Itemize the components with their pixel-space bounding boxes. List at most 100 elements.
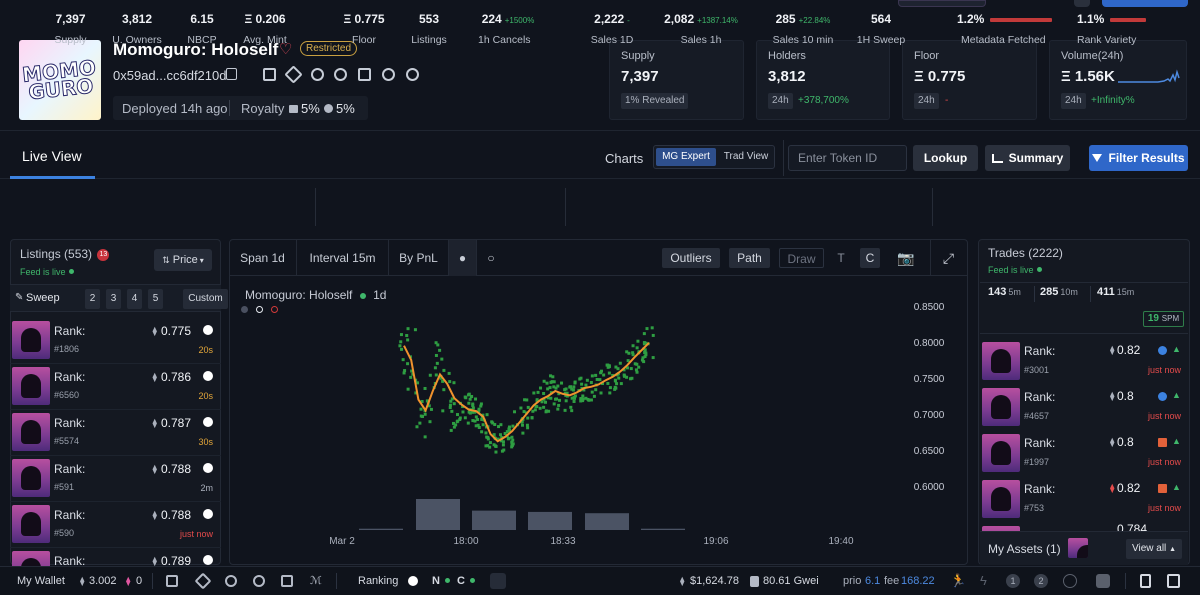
sale-point[interactable] xyxy=(450,409,454,413)
listing-row[interactable]: Rank: #6560 ⧫ 0.786 20s xyxy=(10,364,221,410)
sale-point[interactable] xyxy=(563,408,567,412)
sale-point[interactable] xyxy=(485,413,489,417)
sale-point[interactable] xyxy=(536,390,540,394)
sale-point[interactable] xyxy=(493,423,497,427)
wallet-label[interactable]: My Wallet xyxy=(17,575,65,587)
sale-point[interactable] xyxy=(548,386,552,390)
sale-point[interactable] xyxy=(406,362,410,366)
sale-point[interactable] xyxy=(572,399,576,403)
sale-point[interactable] xyxy=(525,423,529,427)
blur-icon[interactable] xyxy=(358,68,371,81)
sale-point[interactable] xyxy=(584,383,588,387)
connect-button[interactable] xyxy=(1102,0,1188,7)
sale-point[interactable] xyxy=(500,449,504,453)
sale-point[interactable] xyxy=(607,365,611,369)
sale-point[interactable] xyxy=(505,430,509,434)
sale-point[interactable] xyxy=(589,398,593,402)
sale-point[interactable] xyxy=(401,358,405,362)
sale-point[interactable] xyxy=(488,445,492,449)
t-toggle[interactable]: T xyxy=(837,251,845,265)
sale-point[interactable] xyxy=(442,368,446,372)
sale-point[interactable] xyxy=(486,444,490,448)
sale-point[interactable] xyxy=(399,333,403,337)
sale-point[interactable] xyxy=(595,378,599,382)
sale-point[interactable] xyxy=(581,394,585,398)
trade-row[interactable]: Rank: #1997 ⧫ 0.8 ▲ just now xyxy=(980,432,1188,478)
opensea-icon[interactable] xyxy=(263,68,276,81)
sale-point[interactable] xyxy=(503,431,507,435)
sale-point[interactable] xyxy=(611,373,615,377)
sale-point[interactable] xyxy=(564,399,568,403)
sale-point[interactable] xyxy=(484,444,488,448)
sale-point[interactable] xyxy=(405,334,409,338)
camera-icon[interactable]: 📷 xyxy=(897,250,915,266)
sudo-icon[interactable]: ℳ xyxy=(310,575,322,587)
sale-point[interactable] xyxy=(419,407,423,411)
sale-point[interactable] xyxy=(454,423,458,427)
sale-point[interactable] xyxy=(486,437,490,441)
lookup-button[interactable]: Lookup xyxy=(913,145,978,171)
sale-point[interactable] xyxy=(602,373,606,377)
sale-point[interactable] xyxy=(633,362,637,366)
legend-dot-gray[interactable] xyxy=(241,306,248,313)
sale-point[interactable] xyxy=(631,351,635,355)
sale-point[interactable] xyxy=(546,387,550,391)
diamond-icon[interactable] xyxy=(194,572,212,590)
sale-point[interactable] xyxy=(642,332,646,336)
sale-point[interactable] xyxy=(468,411,472,415)
sale-point[interactable] xyxy=(635,370,639,374)
discord-icon[interactable] xyxy=(406,68,419,81)
sale-point[interactable] xyxy=(526,416,530,420)
sale-point[interactable] xyxy=(651,356,655,360)
sale-point[interactable] xyxy=(572,395,576,399)
sale-point[interactable] xyxy=(651,333,655,337)
sale-point[interactable] xyxy=(474,415,478,419)
sale-point[interactable] xyxy=(409,375,413,379)
fee-value[interactable]: 168.22 xyxy=(901,575,935,587)
settings-icon[interactable] xyxy=(1063,574,1077,588)
grid-icon[interactable] xyxy=(1167,574,1180,588)
sale-point[interactable] xyxy=(556,384,560,388)
sale-point[interactable] xyxy=(511,438,515,442)
sale-point[interactable] xyxy=(450,397,454,401)
sale-point[interactable] xyxy=(599,371,603,375)
sale-point[interactable] xyxy=(617,376,621,380)
sale-point[interactable] xyxy=(579,397,583,401)
sale-point[interactable] xyxy=(511,424,515,428)
sale-point[interactable] xyxy=(613,385,617,389)
sale-point[interactable] xyxy=(402,371,406,375)
sale-point[interactable] xyxy=(539,386,543,390)
sweep-2-button[interactable]: 2 xyxy=(85,289,100,309)
sale-point[interactable] xyxy=(507,425,511,429)
sale-point[interactable] xyxy=(476,423,480,427)
buy-toggle-icon[interactable] xyxy=(203,417,213,427)
sale-point[interactable] xyxy=(467,401,471,405)
sale-point[interactable] xyxy=(427,404,431,408)
legend-dot-white[interactable] xyxy=(256,306,263,313)
sale-point[interactable] xyxy=(434,353,438,357)
sale-point[interactable] xyxy=(452,402,456,406)
sale-point[interactable] xyxy=(463,395,467,399)
sale-point[interactable] xyxy=(643,355,647,359)
sale-point[interactable] xyxy=(490,420,494,424)
sale-point[interactable] xyxy=(569,385,573,389)
sale-point[interactable] xyxy=(510,435,514,439)
sale-point[interactable] xyxy=(435,361,439,365)
sale-point[interactable] xyxy=(534,404,538,408)
sale-point[interactable] xyxy=(506,437,510,441)
sale-point[interactable] xyxy=(578,377,582,381)
sale-point[interactable] xyxy=(433,366,437,370)
sale-point[interactable] xyxy=(473,410,477,414)
sale-point[interactable] xyxy=(642,342,646,346)
sale-point[interactable] xyxy=(549,396,553,400)
sale-point[interactable] xyxy=(579,399,583,403)
sale-point[interactable] xyxy=(631,353,635,357)
sale-point[interactable] xyxy=(471,406,475,410)
sale-point[interactable] xyxy=(634,368,638,372)
gas-pump-icon[interactable] xyxy=(1140,574,1151,588)
sale-point[interactable] xyxy=(552,402,556,406)
sale-point[interactable] xyxy=(474,397,478,401)
sale-point[interactable] xyxy=(622,368,626,372)
sale-point[interactable] xyxy=(629,377,633,381)
trade-row[interactable]: Rank: #753 ⧫ 0.82 ▲ just now xyxy=(980,478,1188,524)
